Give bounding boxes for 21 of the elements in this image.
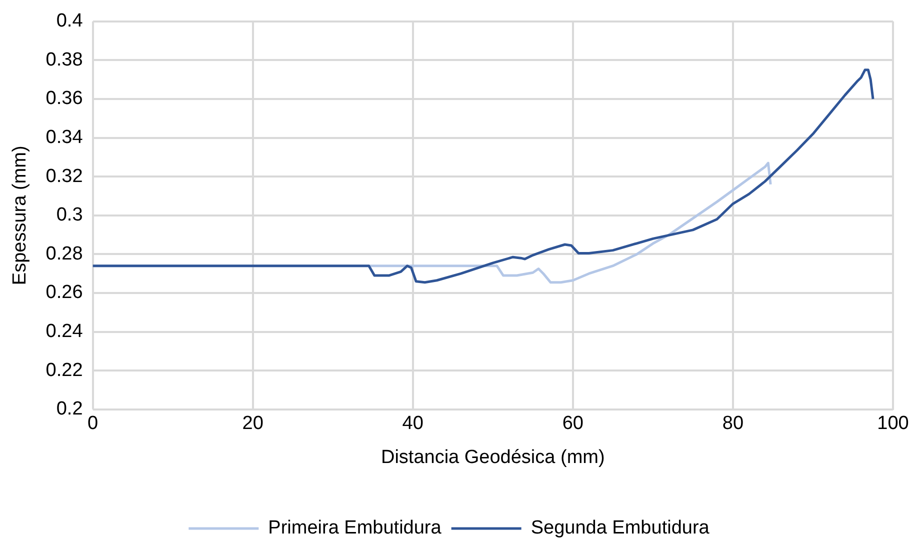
legend-label: Primeira Embutidura	[268, 518, 442, 539]
y-tick-label: 0.2	[56, 398, 83, 420]
y-tick-label: 0.38	[46, 49, 83, 70]
y-tick-label: 0.3	[56, 204, 83, 226]
y-tick-label: 0.34	[46, 127, 84, 148]
y-tick-label: 0.24	[46, 321, 84, 342]
y-tick-label: 0.22	[46, 360, 83, 381]
y-tick-label: 0.32	[46, 166, 83, 187]
y-tick-label: 0.4	[56, 10, 84, 32]
x-tick-label: 100	[877, 413, 909, 434]
x-tick-label: 20	[242, 413, 264, 434]
y-tick-label: 0.36	[46, 88, 83, 110]
x-tick-label: 40	[402, 413, 424, 434]
y-tick-label: 0.28	[46, 243, 83, 264]
x-axis-title: Distancia Geodésica (mm)	[380, 446, 605, 468]
x-tick-label: 60	[562, 413, 584, 434]
y-tick-label: 0.26	[46, 282, 83, 304]
x-tick-label: 80	[722, 413, 744, 434]
legend-label: Segunda Embutidura	[530, 518, 710, 539]
y-axis-title: Espessura (mm)	[10, 146, 31, 286]
x-tick-label: 0	[87, 413, 98, 434]
